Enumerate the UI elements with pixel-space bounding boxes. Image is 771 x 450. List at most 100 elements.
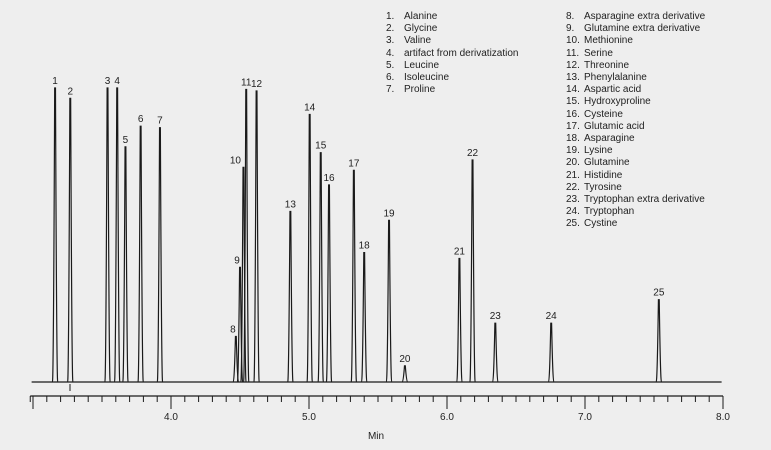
legend-compound: Serine bbox=[584, 47, 613, 59]
legend-item: 11. Serine bbox=[566, 48, 705, 60]
legend-item: 19. Lysine bbox=[566, 145, 705, 157]
peak-19 bbox=[385, 219, 393, 383]
peak-label: 10 bbox=[230, 155, 242, 166]
x-axis: 4.0 5.0 6.0 7.0 8.0 bbox=[29, 395, 730, 423]
peaks bbox=[51, 87, 663, 383]
x-tick-label: 5.0 bbox=[302, 412, 316, 423]
legend-number: 12. bbox=[566, 59, 580, 71]
legend-item: 4. artifact from derivatization bbox=[386, 48, 519, 60]
legend-number: 5. bbox=[386, 59, 395, 71]
peak-6 bbox=[137, 125, 144, 383]
peak-12 bbox=[253, 90, 260, 383]
legend-item: 8. Asparagine extra derivative bbox=[566, 11, 705, 23]
legend-number: 8. bbox=[566, 11, 575, 22]
peak-5 bbox=[122, 146, 129, 383]
legend-compound: Aspartic acid bbox=[584, 84, 642, 96]
peak-16 bbox=[325, 184, 333, 383]
legend-number: 20. bbox=[566, 157, 580, 169]
legend-number: 24. bbox=[566, 206, 580, 218]
peak-15 bbox=[317, 152, 324, 383]
legend-item: 20. Glutamine bbox=[566, 157, 705, 169]
legend-item: 13. Phenylalanine bbox=[566, 72, 705, 84]
legend-item: 15. Hydroxyproline bbox=[566, 96, 705, 108]
peak-label: 3 bbox=[105, 76, 111, 87]
legend-number: 4. bbox=[386, 47, 395, 59]
legend-compound: Tyrosine bbox=[584, 181, 622, 193]
peak-9 bbox=[236, 266, 244, 383]
peak-label: 24 bbox=[546, 311, 558, 322]
legend-item: 3. Valine bbox=[386, 35, 519, 47]
legend-item: 22. Tyrosine bbox=[566, 182, 705, 194]
legend-number: 17. bbox=[566, 120, 580, 132]
peak-13 bbox=[287, 210, 294, 383]
peak-label: 21 bbox=[454, 247, 466, 258]
legend-compound: Hydroxyproline bbox=[584, 96, 651, 108]
legend-compound: Leucine bbox=[404, 59, 440, 71]
legend-compound: Phenylalanine bbox=[584, 72, 647, 84]
peak-label: 23 bbox=[490, 311, 502, 322]
peak-label: 17 bbox=[348, 158, 360, 169]
legend-number: 19. bbox=[566, 145, 580, 157]
x-tick-label: 7.0 bbox=[578, 412, 592, 423]
legend-item: 9. Glutamine extra derivative bbox=[566, 23, 705, 35]
x-tick-label: 8.0 bbox=[716, 412, 730, 423]
legend-number: 1. bbox=[386, 11, 395, 22]
peak-label: 5 bbox=[123, 135, 129, 146]
legend-compound: Glutamine bbox=[584, 157, 630, 169]
legend-number: 25. bbox=[566, 218, 580, 230]
legend-number: 2. bbox=[386, 23, 395, 35]
peak-23 bbox=[492, 322, 499, 383]
legend-item: 17. Glutamic acid bbox=[566, 121, 705, 133]
legend-number: 13. bbox=[566, 72, 580, 84]
legend-item: 23. Tryptophan extra derivative bbox=[566, 194, 705, 206]
legend-number: 9. bbox=[566, 23, 575, 35]
legend-item: 7. Proline bbox=[386, 84, 519, 96]
legend-compound: Glycine bbox=[404, 23, 438, 35]
legend-item: 12. Threonine bbox=[566, 60, 705, 72]
legend-item: 25. Cystine bbox=[566, 218, 705, 230]
peak-label: 20 bbox=[399, 354, 411, 365]
peak-label: 19 bbox=[383, 208, 395, 219]
legend-item: 18. Asparagine bbox=[566, 133, 705, 145]
peak-2 bbox=[67, 97, 74, 383]
legend-item: 24. Tryptophan bbox=[566, 206, 705, 218]
peak-10 bbox=[240, 166, 247, 383]
peak-label: 12 bbox=[251, 79, 263, 90]
legend-compound: Asparagine bbox=[584, 133, 635, 145]
peak-label: 11 bbox=[241, 77, 252, 88]
peak-label: 15 bbox=[315, 141, 327, 152]
peak-17 bbox=[350, 169, 358, 383]
legend-compound: Alanine bbox=[404, 11, 438, 22]
peak-14 bbox=[306, 113, 313, 383]
legend-compound: Methionine bbox=[584, 35, 633, 47]
legend-number: 23. bbox=[566, 194, 580, 206]
legend-item: 6. Isoleucine bbox=[386, 72, 519, 84]
peak-label: 6 bbox=[138, 114, 144, 125]
peak-24 bbox=[547, 322, 555, 383]
peak-label: 16 bbox=[323, 173, 335, 184]
legend-compound: Asparagine extra derivative bbox=[584, 11, 706, 22]
x-tick-label: 6.0 bbox=[440, 412, 454, 423]
peak-label: 22 bbox=[467, 148, 479, 159]
legend-item: 10. Methionine bbox=[566, 35, 705, 47]
peak-label: 7 bbox=[157, 116, 163, 127]
peak-11 bbox=[243, 88, 250, 383]
peak-25 bbox=[655, 299, 663, 383]
peak-label: 25 bbox=[653, 288, 665, 299]
legend-compound: Proline bbox=[404, 84, 436, 96]
legend-item: 1. Alanine bbox=[386, 11, 519, 23]
legend-number: 21. bbox=[566, 169, 580, 181]
peak-label: 1 bbox=[52, 76, 58, 87]
legend-compound: Histidine bbox=[584, 169, 623, 181]
legend-number: 15. bbox=[566, 96, 580, 108]
peak-1 bbox=[51, 87, 59, 383]
x-axis-label: Min bbox=[368, 431, 384, 442]
legend-compound: artifact from derivatization bbox=[404, 47, 519, 59]
legend-compound: Glutamine extra derivative bbox=[584, 23, 701, 35]
peak-label: 13 bbox=[285, 199, 297, 210]
peak-label: 2 bbox=[67, 86, 73, 97]
legend-number: 14. bbox=[566, 84, 580, 96]
legend-number: 18. bbox=[566, 133, 580, 145]
